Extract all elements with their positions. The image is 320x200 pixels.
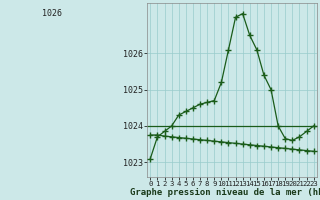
X-axis label: Graphe pression niveau de la mer (hPa): Graphe pression niveau de la mer (hPa): [130, 188, 320, 197]
Text: 1026: 1026: [42, 9, 61, 18]
